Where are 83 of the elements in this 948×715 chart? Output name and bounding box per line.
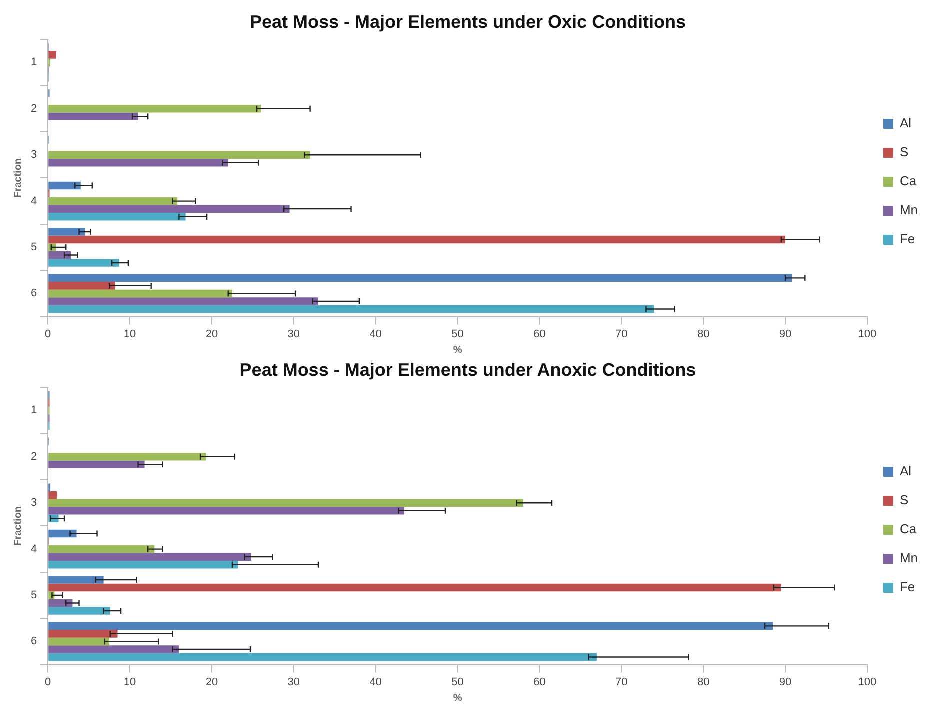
y-tick-label: 5 [30, 242, 38, 254]
bar [48, 453, 206, 461]
x-axis-title: % [453, 692, 462, 704]
chart-title: Peat Moss - Major Elements under Oxic Conditions [250, 12, 686, 32]
bar [48, 646, 180, 654]
legend-label: Mn [900, 550, 918, 566]
bar [48, 298, 318, 306]
x-tick-label: 70 [616, 328, 628, 340]
y-tick-label: 6 [30, 636, 38, 648]
bar [48, 622, 774, 630]
bar [48, 259, 120, 267]
chart-title: Peat Moss - Major Elements under Anoxic Conditions [240, 360, 696, 380]
bar [48, 158, 228, 167]
y-axis-title: Fraction [12, 158, 24, 198]
bar [48, 491, 58, 500]
y-tick-label: 6 [30, 288, 38, 300]
x-tick-label: 90 [779, 328, 792, 340]
y-tick-label: 3 [30, 149, 38, 162]
x-tick-label: 30 [288, 328, 300, 340]
bar [48, 506, 405, 515]
x-tick-label: 60 [534, 676, 546, 688]
x-tick-label: 80 [697, 328, 710, 340]
x-tick-label: 20 [206, 676, 218, 688]
bar [48, 212, 186, 221]
x-tick-label: 50 [452, 676, 464, 688]
bar [48, 197, 178, 206]
bar [48, 105, 262, 113]
bar [48, 205, 290, 213]
bar [48, 290, 232, 298]
x-tick-label: 100 [858, 676, 877, 688]
x-tick-label: 0 [45, 676, 52, 688]
x-tick-label: 60 [534, 328, 546, 340]
legend-label: S [900, 144, 909, 160]
x-tick-label: 70 [616, 676, 628, 688]
bar [48, 274, 792, 282]
bar [48, 182, 81, 190]
bar [48, 653, 598, 662]
x-tick-label: 10 [124, 328, 136, 340]
y-tick-label: 1 [30, 56, 38, 69]
legend-label: S [900, 492, 909, 508]
x-tick-label: 100 [858, 328, 877, 340]
y-tick-label: 2 [30, 102, 38, 115]
y-tick-label: 1 [30, 404, 38, 417]
bar [48, 499, 524, 507]
legend-label: Ca [900, 522, 918, 537]
x-tick-label: 40 [370, 328, 382, 340]
x-tick-label: 40 [370, 676, 382, 688]
bar [48, 560, 238, 569]
bar [48, 553, 252, 561]
bar [48, 545, 155, 554]
x-tick-label: 20 [206, 328, 218, 340]
x-tick-label: 10 [124, 676, 136, 688]
y-tick-label: 4 [30, 543, 38, 556]
bar [48, 228, 85, 236]
y-tick-label: 2 [30, 450, 38, 463]
bar [48, 236, 786, 244]
legend-label: Fe [900, 232, 916, 247]
x-axis-title: % [453, 344, 462, 356]
legend-label: Fe [900, 580, 916, 595]
bar [48, 112, 138, 121]
bar [48, 151, 310, 159]
y-tick-label: 3 [30, 497, 38, 510]
bar [48, 305, 654, 314]
legend-label: Ca [900, 174, 918, 189]
bar [48, 576, 104, 584]
bar [48, 638, 110, 646]
y-axis-title: Fraction [12, 506, 24, 546]
x-tick-label: 0 [45, 328, 52, 340]
legend-label: Al [900, 464, 912, 479]
legend-label: Al [900, 116, 912, 131]
x-tick-label: 80 [697, 676, 710, 688]
bar [48, 607, 110, 615]
x-tick-label: 30 [288, 676, 300, 688]
bar [48, 584, 782, 592]
bar [48, 460, 145, 469]
bar [48, 51, 56, 59]
bar [48, 282, 116, 290]
y-tick-label: 5 [30, 590, 38, 602]
y-tick-label: 4 [30, 195, 38, 208]
bar [48, 630, 118, 638]
x-tick-label: 50 [452, 328, 464, 340]
legend-label: Mn [900, 202, 918, 218]
x-tick-label: 90 [779, 676, 792, 688]
